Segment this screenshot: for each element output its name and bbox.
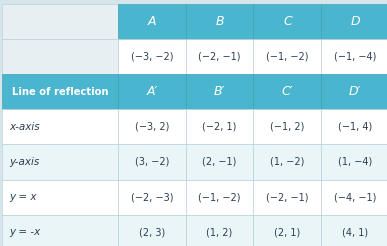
Text: (3, −2): (3, −2) [135,157,169,167]
Bar [253,39,321,74]
Text: (−1, 2): (−1, 2) [270,122,305,132]
Text: (−1, −2): (−1, −2) [199,192,241,202]
Bar [186,74,253,109]
Text: (−2, 1): (−2, 1) [202,122,237,132]
Bar [253,215,321,246]
Bar [2,180,118,215]
Text: (−1, −4): (−1, −4) [334,51,376,62]
Text: (−4, −1): (−4, −1) [334,192,376,202]
Bar [186,144,253,180]
Bar [118,109,186,144]
Bar [118,144,186,180]
Text: (−2, −3): (−2, −3) [131,192,173,202]
Text: D: D [350,15,360,28]
Bar [253,180,321,215]
Text: (2, 1): (2, 1) [274,227,300,237]
Text: B′: B′ [214,85,225,98]
Bar [321,215,387,246]
Text: x-axis: x-axis [9,122,39,132]
Bar [118,39,186,74]
Text: y-axis: y-axis [9,157,39,167]
Bar [2,109,118,144]
Bar [186,215,253,246]
Bar [321,4,387,39]
Text: A′: A′ [146,85,158,98]
Bar [2,39,118,74]
Bar [186,109,253,144]
Bar [2,144,118,180]
Text: (1, 2): (1, 2) [207,227,233,237]
Text: D′: D′ [349,85,361,98]
Bar [253,109,321,144]
Text: (−3, 2): (−3, 2) [135,122,169,132]
Bar [2,74,118,109]
Bar [321,39,387,74]
Text: C: C [283,15,292,28]
Text: y = -x: y = -x [9,227,40,237]
Text: (1, −2): (1, −2) [270,157,305,167]
Bar [253,144,321,180]
Text: Line of reflection: Line of reflection [12,87,108,97]
Text: (1, −4): (1, −4) [338,157,372,167]
Bar [186,4,253,39]
Text: (−3, −2): (−3, −2) [131,51,173,62]
Text: (−1, −2): (−1, −2) [266,51,308,62]
Bar [2,215,118,246]
Bar [118,74,186,109]
Text: (4, 1): (4, 1) [342,227,368,237]
Text: y = x: y = x [9,192,36,202]
Bar [118,180,186,215]
Bar [2,4,118,39]
Text: A: A [148,15,156,28]
Text: (2, 3): (2, 3) [139,227,165,237]
Text: (−2, −1): (−2, −1) [199,51,241,62]
Bar [321,144,387,180]
Text: B: B [215,15,224,28]
Bar [118,4,186,39]
Bar [186,39,253,74]
Text: (2, −1): (2, −1) [202,157,237,167]
Bar [321,74,387,109]
Bar [253,4,321,39]
Text: (−2, −1): (−2, −1) [266,192,308,202]
Bar [118,215,186,246]
Text: (−1, 4): (−1, 4) [338,122,372,132]
Bar [253,74,321,109]
Bar [186,180,253,215]
Bar [321,109,387,144]
Bar [321,180,387,215]
Text: C′: C′ [281,85,293,98]
